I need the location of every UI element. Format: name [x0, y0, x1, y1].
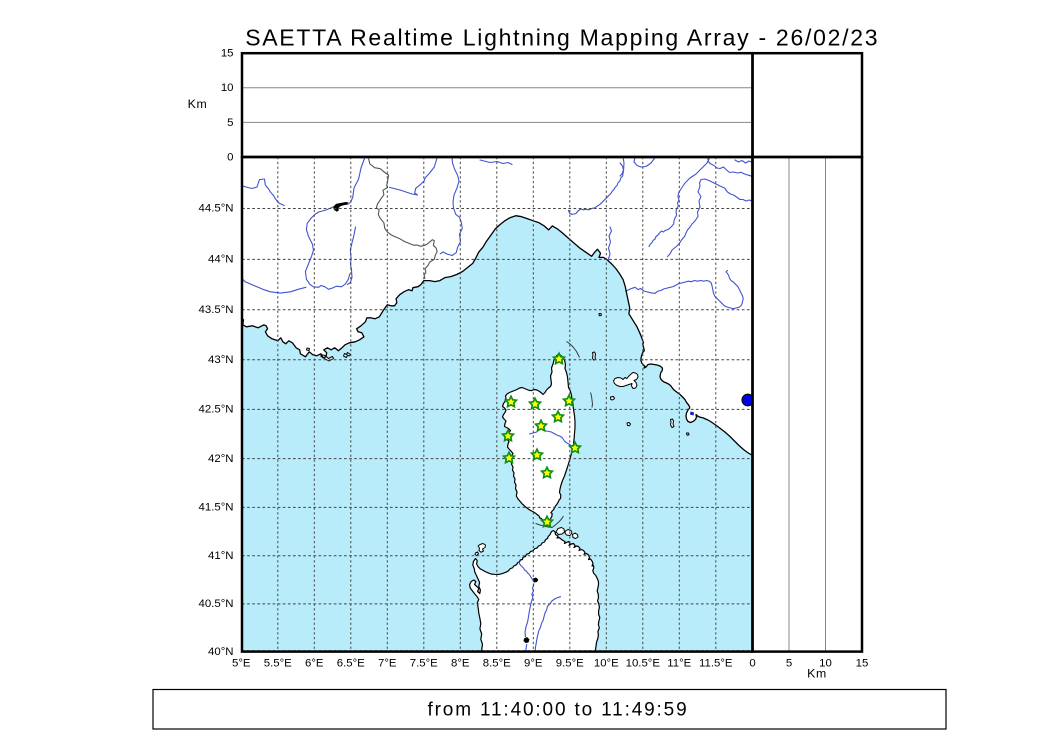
svg-text:41°N: 41°N: [208, 550, 233, 562]
svg-text:43°N: 43°N: [208, 354, 233, 366]
svg-text:10.5°E: 10.5°E: [626, 658, 661, 670]
svg-text:0: 0: [749, 658, 755, 670]
svg-text:41.5°N: 41.5°N: [199, 502, 234, 514]
svg-text:5.5°E: 5.5°E: [264, 658, 292, 670]
svg-text:40°N: 40°N: [208, 646, 233, 658]
svg-text:8°E: 8°E: [451, 658, 470, 670]
svg-text:42.5°N: 42.5°N: [199, 404, 234, 416]
svg-text:10: 10: [221, 82, 234, 94]
svg-text:Km: Km: [188, 97, 208, 111]
svg-text:from 11:40:00 to 11:49:59: from 11:40:00 to 11:49:59: [427, 700, 688, 721]
svg-text:5: 5: [786, 658, 792, 670]
svg-text:9°E: 9°E: [524, 658, 543, 670]
svg-text:44.5°N: 44.5°N: [199, 203, 234, 215]
svg-text:7.5°E: 7.5°E: [410, 658, 438, 670]
svg-text:11.5°E: 11.5°E: [699, 658, 733, 670]
svg-text:0: 0: [227, 151, 233, 163]
svg-text:40.5°N: 40.5°N: [199, 598, 234, 610]
svg-text:Km: Km: [807, 667, 827, 681]
svg-text:8.5°E: 8.5°E: [483, 658, 511, 670]
svg-text:SAETTA Realtime Lightning Mapp: SAETTA Realtime Lightning Mapping Array …: [245, 25, 879, 51]
svg-text:11°E: 11°E: [667, 658, 691, 670]
svg-text:6.5°E: 6.5°E: [337, 658, 365, 670]
svg-text:43.5°N: 43.5°N: [199, 304, 234, 316]
svg-text:44°N: 44°N: [208, 254, 233, 266]
svg-text:6°E: 6°E: [305, 658, 324, 670]
svg-text:42°N: 42°N: [208, 453, 233, 465]
svg-text:15: 15: [856, 658, 869, 670]
svg-text:5: 5: [227, 117, 233, 129]
svg-text:7°E: 7°E: [378, 658, 397, 670]
svg-text:9.5°E: 9.5°E: [556, 658, 584, 670]
svg-text:10: 10: [819, 658, 832, 670]
svg-text:15: 15: [221, 48, 234, 60]
svg-text:10°E: 10°E: [594, 658, 619, 670]
svg-text:5°E: 5°E: [232, 658, 251, 670]
